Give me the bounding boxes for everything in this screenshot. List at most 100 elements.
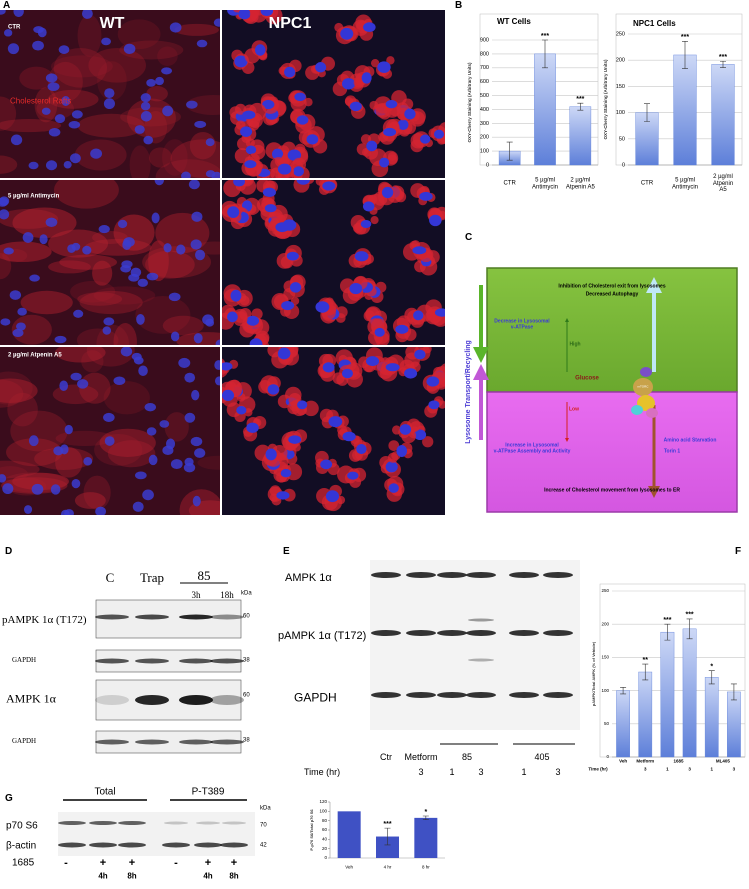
nucleus xyxy=(412,246,427,255)
nucleus xyxy=(277,163,292,175)
nucleus xyxy=(0,197,9,207)
error-bar xyxy=(384,827,391,846)
raft xyxy=(0,96,17,131)
nucleus xyxy=(365,356,380,367)
error-bar xyxy=(708,670,715,685)
nucleus xyxy=(184,372,196,383)
nucleus xyxy=(59,380,69,391)
nucleus xyxy=(284,66,296,78)
band xyxy=(118,821,146,825)
column-label: NPC1 xyxy=(268,15,312,33)
band xyxy=(162,842,190,848)
cytoplasm xyxy=(386,56,395,65)
nucleus xyxy=(3,29,13,37)
nucleus xyxy=(23,505,33,514)
nucleus xyxy=(347,471,359,480)
nucleus xyxy=(265,448,277,461)
bar xyxy=(711,64,735,166)
nucleus xyxy=(397,119,409,131)
cytoplasm xyxy=(293,180,310,193)
nucleus xyxy=(31,483,44,495)
nucleus xyxy=(17,307,27,316)
time-label: 3 xyxy=(555,767,561,778)
nucleus xyxy=(77,379,89,389)
y-tick-label: 150 xyxy=(616,84,625,90)
nucleus xyxy=(296,115,309,125)
nucleus xyxy=(362,201,375,212)
time-label: 8h xyxy=(127,871,137,881)
time-title: Time (hr) xyxy=(304,767,341,778)
time-label: 3 xyxy=(688,766,691,772)
nucleus xyxy=(63,160,72,169)
band xyxy=(95,695,129,705)
nucleus xyxy=(246,315,260,326)
band xyxy=(95,614,129,620)
raft xyxy=(77,113,145,138)
sign: + xyxy=(204,856,212,869)
band xyxy=(543,630,573,636)
nucleus xyxy=(143,135,154,145)
bar xyxy=(704,677,719,758)
nucleus xyxy=(205,170,216,178)
significance: *** xyxy=(719,54,727,61)
nucleus xyxy=(267,384,280,395)
nucleus xyxy=(385,363,400,372)
nucleus xyxy=(16,322,26,331)
nucleus xyxy=(45,73,58,83)
upper-box xyxy=(486,267,738,393)
diagram-text: Low xyxy=(569,406,579,413)
nucleus xyxy=(374,327,385,337)
y-tick-label: 0 xyxy=(324,855,327,860)
nucleus xyxy=(133,356,144,365)
row-label: β-actin xyxy=(6,840,37,852)
nucleus xyxy=(428,400,440,410)
band xyxy=(89,821,117,825)
nucleus xyxy=(404,368,418,379)
nucleus xyxy=(260,10,274,17)
time-label: 3 xyxy=(643,766,647,772)
kda-marker: 60 xyxy=(243,613,250,620)
group-label: Total xyxy=(94,786,116,798)
nucleus xyxy=(170,459,183,470)
nucleus xyxy=(288,435,302,444)
nucleus xyxy=(122,239,132,250)
nucleus xyxy=(0,318,11,326)
diagram-text: Torin 1 xyxy=(663,448,681,455)
significance: *** xyxy=(663,617,671,624)
x-tick-label: ML405 xyxy=(715,758,730,764)
nucleus xyxy=(214,376,220,386)
raft xyxy=(155,159,220,178)
raft xyxy=(77,292,123,306)
bar xyxy=(414,817,438,858)
raft xyxy=(92,260,113,286)
nucleus xyxy=(202,314,214,325)
x-tick-label: CTR xyxy=(640,180,654,187)
nucleus xyxy=(188,180,200,190)
nucleus xyxy=(70,372,82,381)
band xyxy=(95,658,129,664)
nucleus xyxy=(277,347,291,360)
nucleus xyxy=(341,368,353,379)
nucleus xyxy=(155,76,164,86)
x-tick-label: CTR xyxy=(503,180,516,187)
nucleus xyxy=(140,111,152,122)
band xyxy=(371,692,401,698)
raft xyxy=(97,61,127,101)
nucleus xyxy=(41,107,51,115)
nucleus xyxy=(176,244,186,255)
raft xyxy=(0,371,33,405)
micrograph xyxy=(222,10,445,178)
blot-frame xyxy=(58,812,255,856)
nucleus xyxy=(320,459,333,470)
bar xyxy=(673,54,697,166)
error-bar xyxy=(730,683,737,701)
error-bar xyxy=(644,103,650,122)
y-axis-label: OXY-Cherry Staining (Arbitrary Units) xyxy=(603,59,608,140)
nucleus xyxy=(366,140,378,152)
nucleus xyxy=(190,239,202,250)
y-tick-label: 400 xyxy=(480,107,489,113)
nucleus xyxy=(45,160,58,171)
y-tick-label: 900 xyxy=(480,37,489,43)
nucleus xyxy=(388,483,399,493)
raft xyxy=(48,61,83,103)
